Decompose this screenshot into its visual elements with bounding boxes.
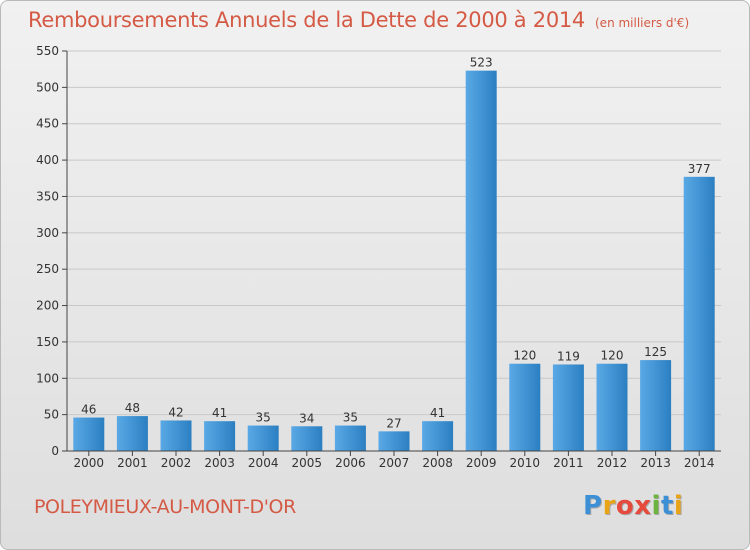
bar <box>465 70 497 452</box>
bar <box>552 364 584 451</box>
y-tick-label: 50 <box>44 408 59 422</box>
bar-value-label: 120 <box>601 349 624 363</box>
bar-value-label: 41 <box>212 406 227 420</box>
bars <box>73 70 715 452</box>
bar-value-label: 42 <box>168 405 183 419</box>
logo-letter: i <box>651 491 661 521</box>
proxiti-logo: Proxiti <box>583 491 683 521</box>
bar-value-label: 523 <box>470 56 493 70</box>
y-tick-label: 350 <box>36 189 59 203</box>
x-tick-label: 2014 <box>684 456 715 470</box>
bar-value-label: 119 <box>557 349 580 363</box>
chart-title: Remboursements Annuels de la Dette de 20… <box>28 8 689 32</box>
y-tick-label: 450 <box>36 117 59 131</box>
logo-letter: P <box>583 491 603 521</box>
bar-value-label: 46 <box>81 403 96 417</box>
city-name: POLEYMIEUX-AU-MONT-D'OR <box>34 496 296 518</box>
bar-value-label: 34 <box>299 411 314 425</box>
y-tick-label: 150 <box>36 335 59 349</box>
x-tick-label: 2010 <box>510 456 541 470</box>
labels: 0 50 100 150 200 250 300 350 400 450 500 550 46 2000 4… <box>36 44 714 470</box>
bar-value-label: 125 <box>644 345 667 359</box>
y-tick-label: 0 <box>51 444 59 458</box>
bar <box>509 363 541 451</box>
bar <box>334 425 366 451</box>
bar <box>291 426 323 451</box>
bar-value-label: 27 <box>386 416 401 430</box>
bar <box>683 176 715 451</box>
x-tick-label: 2001 <box>117 456 148 470</box>
x-tick-label: 2009 <box>466 456 497 470</box>
axes <box>62 50 721 456</box>
chart-subtitle: (en milliers d'€) <box>595 16 690 30</box>
bar <box>596 363 628 451</box>
bar-value-label: 377 <box>688 162 711 176</box>
x-tick-label: 2005 <box>292 456 323 470</box>
y-tick-label: 300 <box>36 226 59 240</box>
y-tick-label: 500 <box>36 80 59 94</box>
y-tick-label: 550 <box>36 44 59 58</box>
bar <box>640 360 672 451</box>
x-tick-label: 2002 <box>161 456 192 470</box>
bar <box>422 421 454 451</box>
bar <box>378 431 410 451</box>
x-tick-label: 2006 <box>335 456 366 470</box>
x-tick-label: 2011 <box>553 456 584 470</box>
bar <box>204 421 236 451</box>
bar-value-label: 48 <box>125 401 140 415</box>
bar-value-label: 120 <box>513 349 536 363</box>
y-tick-label: 200 <box>36 299 59 313</box>
y-tick-label: 250 <box>36 262 59 276</box>
logo-letter: r <box>602 491 616 521</box>
bar <box>247 425 279 451</box>
bar <box>116 416 148 451</box>
y-tick-label: 100 <box>36 371 59 385</box>
bar <box>160 420 192 451</box>
y-tick-label: 400 <box>36 153 59 167</box>
logo-letter: x <box>634 491 652 521</box>
x-tick-label: 2013 <box>640 456 671 470</box>
x-tick-label: 2007 <box>379 456 410 470</box>
logo-letter: t <box>660 491 674 521</box>
bar-value-label: 35 <box>256 411 271 425</box>
bar-value-label: 35 <box>343 411 358 425</box>
bar <box>73 417 105 451</box>
x-tick-label: 2004 <box>248 456 279 470</box>
x-tick-label: 2000 <box>74 456 105 470</box>
logo-letter: i <box>673 491 684 521</box>
x-tick-label: 2008 <box>422 456 453 470</box>
logo-letter: o <box>615 491 635 521</box>
bar-value-label: 41 <box>430 406 445 420</box>
x-tick-label: 2012 <box>597 456 628 470</box>
x-tick-label: 2003 <box>204 456 235 470</box>
chart-title-text: Remboursements Annuels de la Dette de 20… <box>28 8 585 32</box>
